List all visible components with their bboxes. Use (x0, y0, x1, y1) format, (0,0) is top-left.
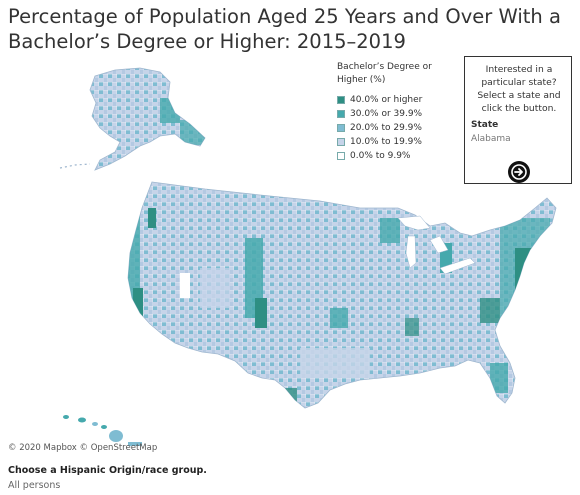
legend-label: 10.0% to 19.9% (350, 137, 422, 147)
legend-item-40-plus[interactable]: 40.0% or higher (337, 93, 457, 107)
legend-label: 30.0% or 39.9% (350, 109, 423, 119)
alaska-map[interactable] (59, 67, 206, 171)
legend-item-10-19[interactable]: 10.0% to 19.9% (337, 135, 457, 149)
legend-swatch (337, 152, 345, 160)
state-prompt-text: Interested in a particular state? Select… (477, 64, 561, 114)
legend-item-0-9[interactable]: 0.0% to 9.9% (337, 149, 457, 163)
legend-swatch (337, 138, 345, 146)
go-to-state-button[interactable] (508, 161, 530, 183)
legend-title: Bachelor’s Degree or Higher (%) (337, 62, 432, 85)
contiguous-us-map[interactable] (127, 181, 557, 409)
group-filter-label: Choose a Hispanic Origin/race group. (8, 465, 207, 476)
arrow-right-circle-icon (511, 164, 527, 180)
hawaii-map[interactable] (63, 415, 123, 442)
group-filter-dropdown[interactable]: All persons (8, 480, 61, 491)
legend-item-20-29[interactable]: 20.0% to 29.9% (337, 121, 457, 135)
legend-label: 40.0% or higher (350, 95, 423, 105)
legend-swatch (337, 124, 345, 132)
state-label: State (471, 120, 499, 130)
county-map-svg[interactable] (0, 58, 580, 458)
attribution-text[interactable]: © 2020 Mapbox © OpenStreetMap (8, 443, 158, 453)
map-attribution[interactable]: © 2020 Mapbox © OpenStreetMap (8, 443, 157, 453)
legend-item-30-39[interactable]: 30.0% or 39.9% (337, 107, 457, 121)
legend-label: 0.0% to 9.9% (350, 151, 411, 161)
puerto-rico-map[interactable] (128, 442, 142, 446)
legend-swatch (337, 110, 345, 118)
legend-swatch (337, 96, 345, 104)
legend-label: 20.0% to 29.9% (350, 123, 422, 133)
choropleth-map[interactable] (0, 58, 580, 458)
state-dropdown[interactable]: Alabama (471, 134, 511, 144)
state-selector-panel: Interested in a particular state? Select… (464, 56, 572, 184)
map-legend: Bachelor’s Degree or Higher (%) 40.0% or… (337, 61, 457, 163)
page-title: Percentage of Population Aged 25 Years a… (8, 5, 561, 53)
